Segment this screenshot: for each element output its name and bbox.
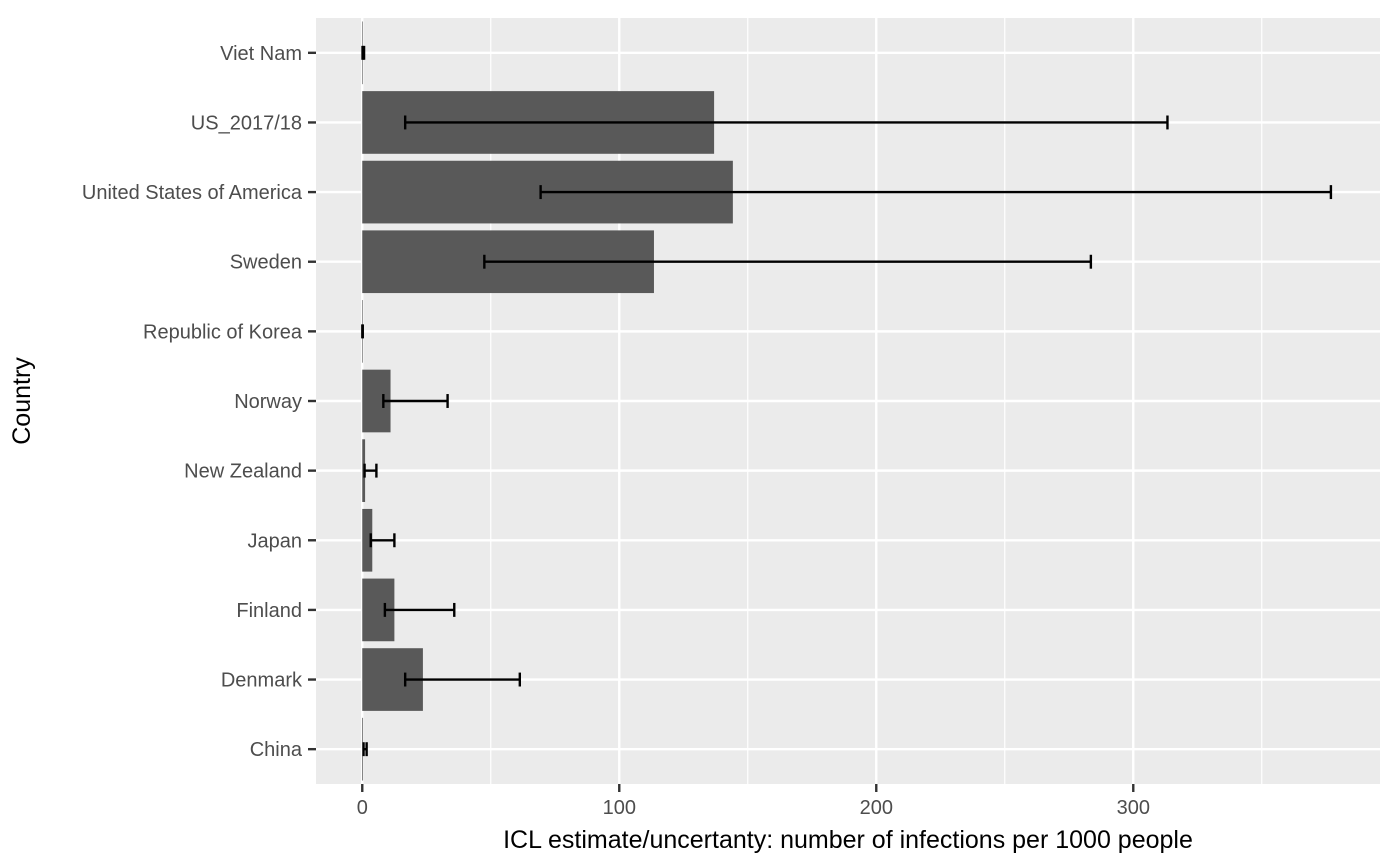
- major-gridlines: [316, 18, 1380, 784]
- y-tick-label: US_2017/18: [191, 112, 302, 134]
- error-bar: [539, 185, 1333, 200]
- error-bar: [362, 742, 368, 757]
- y-tick-label: Norway: [234, 391, 302, 413]
- y-axis: China Denmark Finland Japan New Zealand Norwa…: [82, 43, 316, 761]
- x-axis-title: ICL estimate/uncertanty: number of infec…: [503, 826, 1193, 854]
- x-tick-label: 200: [860, 797, 893, 819]
- y-tick-label: Denmark: [221, 670, 303, 692]
- error-bar: [483, 254, 1093, 269]
- y-tick-label: New Zealand: [184, 461, 302, 483]
- x-axis: 0 100 200 300: [357, 784, 1150, 819]
- error-bar: [383, 602, 456, 617]
- error-bar: [369, 533, 396, 548]
- y-axis-title: Country: [8, 357, 36, 445]
- y-tick-label: Japan: [248, 530, 303, 552]
- error-bar: [382, 394, 449, 408]
- y-tick-label: China: [250, 739, 303, 761]
- x-tick-label: 0: [357, 797, 368, 819]
- y-tick-label: Finland: [236, 600, 302, 622]
- bar: [362, 508, 373, 572]
- y-tick-label: United States of America: [82, 182, 303, 204]
- error-bar: [403, 115, 1169, 130]
- error-bars: [361, 45, 1333, 757]
- y-tick-label: Republic of Korea: [143, 321, 303, 343]
- error-bar: [361, 45, 366, 60]
- error-bar: [363, 463, 378, 478]
- y-tick-label: Viet Nam: [220, 43, 302, 65]
- x-tick-label: 300: [1117, 797, 1150, 819]
- y-tick-label: Sweden: [230, 252, 302, 274]
- x-tick-label: 100: [603, 797, 636, 819]
- error-bar: [403, 672, 522, 687]
